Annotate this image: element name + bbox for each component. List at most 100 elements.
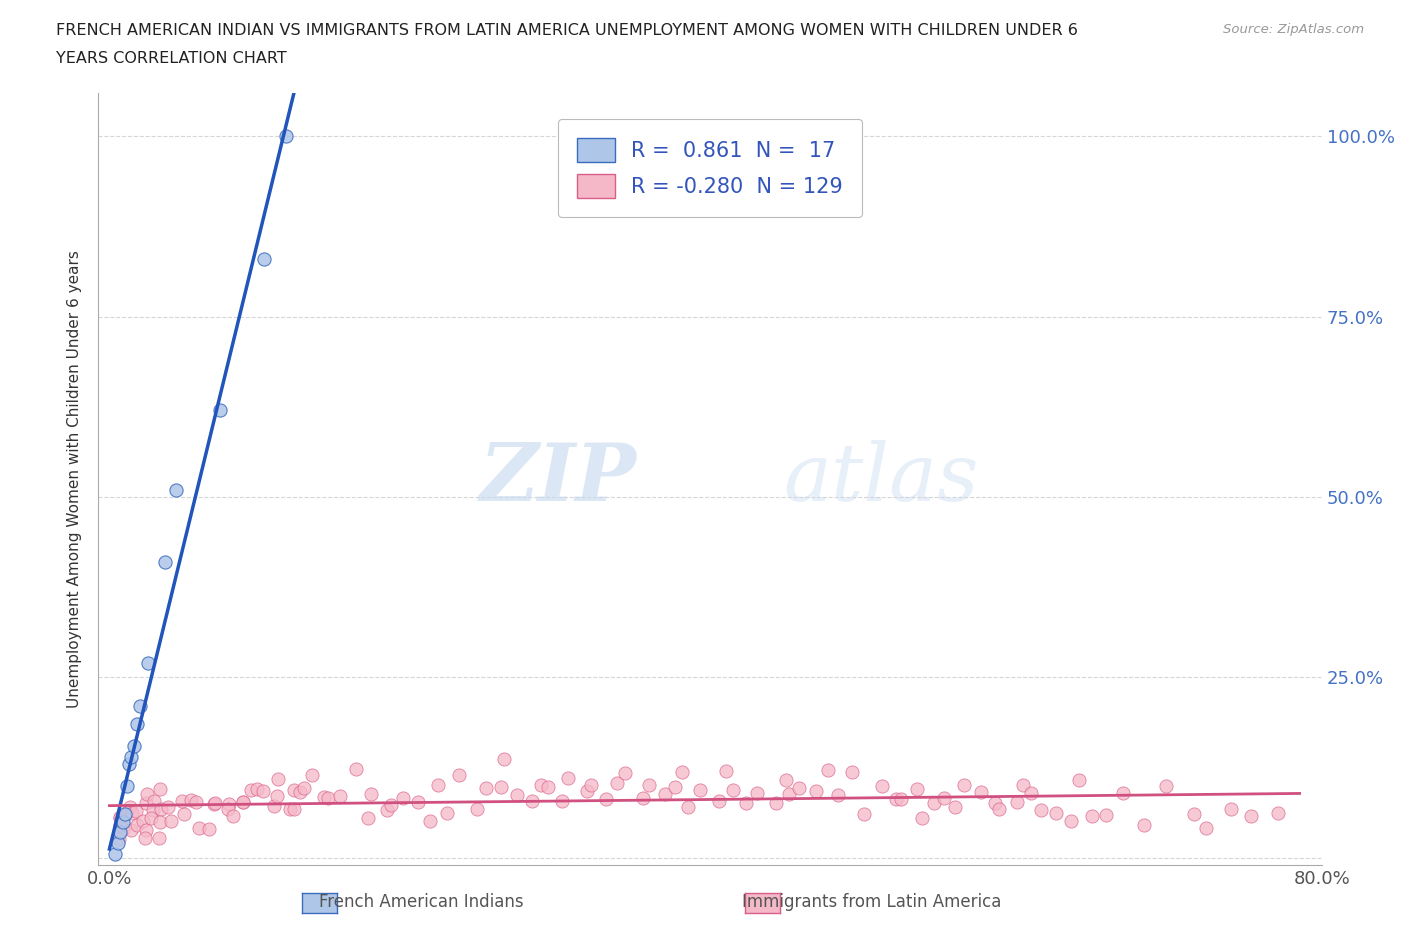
Point — [1267, 805, 1289, 820]
Point — [852, 806, 875, 821]
Point — [984, 795, 1007, 810]
Point — [575, 784, 598, 799]
Point — [689, 782, 711, 797]
Point — [707, 793, 730, 808]
Point — [449, 767, 471, 782]
Point — [131, 814, 153, 829]
Point — [129, 698, 152, 713]
Point — [173, 806, 195, 821]
Point — [817, 763, 839, 777]
Point — [970, 785, 993, 800]
Point — [870, 778, 893, 793]
Point — [134, 830, 156, 845]
Point — [153, 554, 176, 569]
Point — [505, 788, 527, 803]
Point — [595, 791, 617, 806]
Point — [1021, 785, 1043, 800]
Point — [114, 807, 136, 822]
Point — [775, 772, 797, 787]
Point — [292, 780, 315, 795]
Point — [1060, 813, 1083, 828]
Point — [1182, 806, 1205, 821]
Point — [267, 772, 290, 787]
Point — [253, 251, 276, 266]
Point — [606, 776, 628, 790]
Point — [110, 817, 132, 832]
Point — [671, 764, 693, 779]
Point — [427, 777, 450, 792]
Point — [1240, 809, 1263, 824]
Text: atlas: atlas — [783, 440, 979, 518]
Point — [159, 814, 181, 829]
Point — [118, 756, 141, 771]
Point — [436, 805, 458, 820]
Text: YEARS CORRELATION CHART: YEARS CORRELATION CHART — [56, 51, 287, 66]
Point — [122, 738, 145, 753]
Point — [125, 717, 148, 732]
Point — [346, 762, 368, 777]
Point — [318, 790, 340, 805]
Y-axis label: Unemployment Among Women with Children Under 6 years: Unemployment Among Women with Children U… — [67, 250, 83, 708]
Point — [301, 768, 323, 783]
Point — [890, 791, 912, 806]
Point — [221, 808, 243, 823]
Point — [1154, 779, 1177, 794]
Point — [360, 787, 382, 802]
Point — [952, 777, 974, 792]
Point — [156, 800, 179, 815]
Point — [905, 781, 928, 796]
Point — [1095, 807, 1118, 822]
Point — [107, 831, 129, 846]
Point — [208, 403, 231, 418]
Point — [765, 796, 787, 811]
Point — [232, 794, 254, 809]
Point — [884, 791, 907, 806]
Point — [202, 796, 225, 811]
Point — [136, 656, 159, 671]
Point — [1012, 777, 1035, 792]
Point — [111, 814, 134, 829]
Point — [125, 804, 148, 818]
Point — [943, 800, 966, 815]
Point — [787, 780, 810, 795]
Legend: R =  0.861  N =  17, R = -0.280  N = 129: R = 0.861 N = 17, R = -0.280 N = 129 — [558, 119, 862, 217]
Point — [419, 813, 441, 828]
Point — [747, 786, 769, 801]
Point — [217, 802, 239, 817]
Text: ZIP: ZIP — [479, 440, 637, 518]
Point — [551, 794, 574, 809]
Point — [246, 782, 269, 797]
Point — [1219, 802, 1241, 817]
Point — [170, 793, 193, 808]
Point — [778, 786, 800, 801]
Point — [1005, 794, 1028, 809]
Point — [922, 795, 945, 810]
Point — [522, 793, 544, 808]
Point — [180, 792, 202, 807]
Point — [1195, 820, 1218, 835]
Point — [312, 790, 335, 804]
Point — [827, 787, 849, 802]
Point — [664, 780, 686, 795]
Point — [804, 784, 827, 799]
Point — [135, 823, 157, 838]
Point — [721, 782, 744, 797]
Point — [637, 777, 659, 792]
Point — [613, 765, 636, 780]
Point — [125, 817, 148, 832]
Point — [139, 810, 162, 825]
Point — [142, 803, 165, 817]
Point — [135, 796, 157, 811]
Point — [218, 797, 240, 812]
Point — [149, 781, 172, 796]
Point — [380, 798, 402, 813]
Point — [631, 790, 654, 805]
Point — [252, 784, 274, 799]
Point — [392, 790, 415, 805]
Point — [581, 777, 603, 792]
Point — [537, 779, 560, 794]
Point — [1067, 773, 1090, 788]
Point — [735, 796, 758, 811]
Point — [988, 802, 1011, 817]
Point — [530, 777, 553, 792]
